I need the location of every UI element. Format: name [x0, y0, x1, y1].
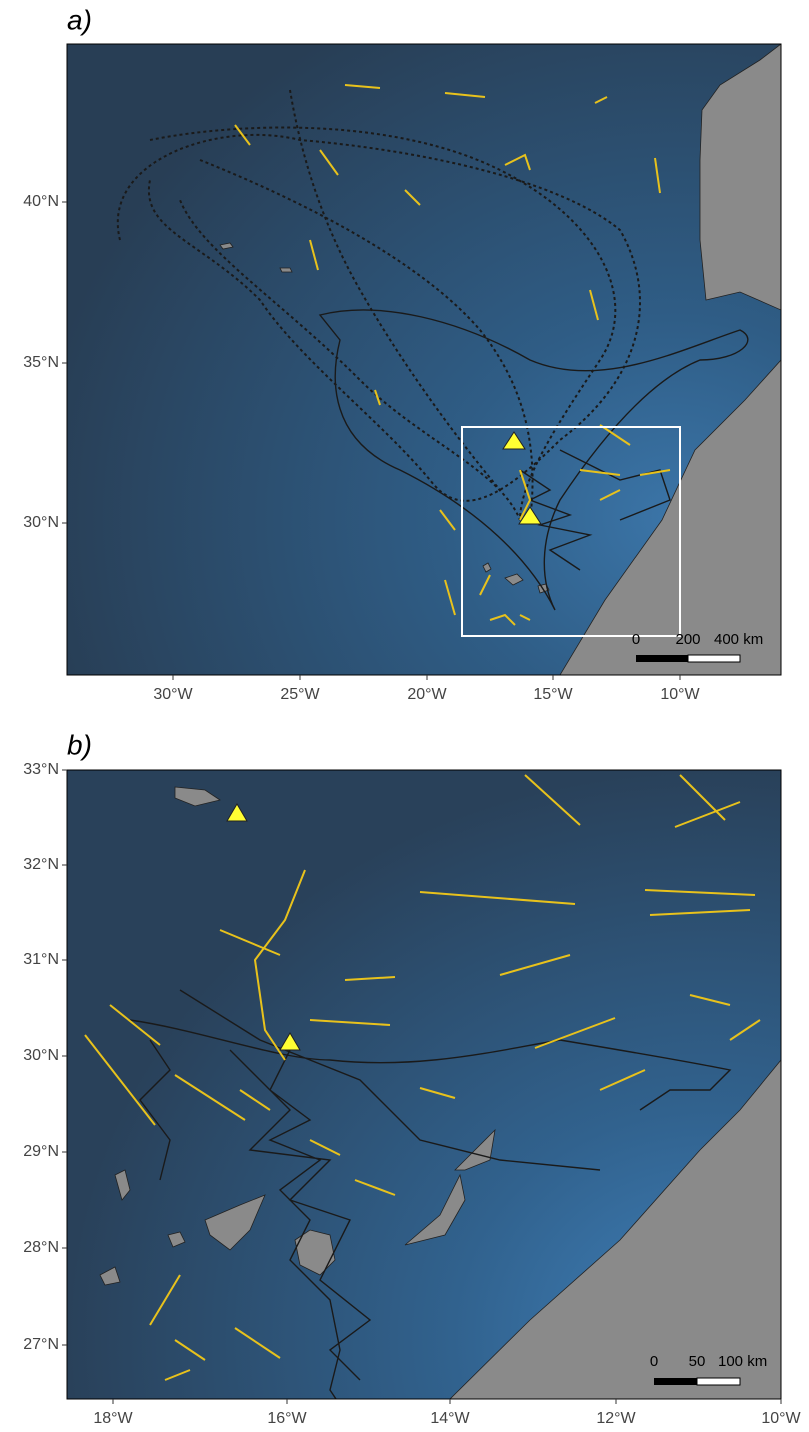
x-tick-label: 10°W — [761, 1410, 801, 1427]
panel-label: b) — [67, 729, 92, 760]
y-tick-label: 33°N — [23, 761, 59, 778]
scale-label: 0 — [650, 1353, 658, 1370]
x-tick-label: 30°W — [153, 686, 193, 703]
scale-label: 400 km — [714, 631, 763, 648]
y-tick-label: 32°N — [23, 856, 59, 873]
y-tick-label: 28°N — [23, 1239, 59, 1256]
y-tick-label: 31°N — [23, 951, 59, 968]
y-tick-label: 30°N — [23, 1047, 59, 1064]
x-tick-label: 10°W — [660, 686, 700, 703]
x-tick-label: 15°W — [533, 686, 573, 703]
x-tick-label: 12°W — [596, 1410, 636, 1427]
scale-label: 100 km — [718, 1353, 767, 1370]
x-tick-label: 16°W — [267, 1410, 307, 1427]
scale-label: 0 — [632, 631, 640, 648]
x-tick-label: 14°W — [430, 1410, 470, 1427]
panel-label: a) — [67, 4, 92, 35]
map-a — [67, 44, 781, 675]
x-tick-label: 18°W — [93, 1410, 133, 1427]
y-tick-label: 35°N — [23, 354, 59, 371]
y-tick-label: 27°N — [23, 1336, 59, 1353]
y-tick-label: 29°N — [23, 1143, 59, 1160]
x-tick-label: 20°W — [407, 686, 447, 703]
y-tick-label: 30°N — [23, 514, 59, 531]
scale-label: 200 — [675, 631, 700, 648]
x-tick-label: 25°W — [280, 686, 320, 703]
map-b — [67, 770, 781, 1420]
figure: a) 30°W 25°W 20°W 15°W 10°W 40°N 35°N 30°N 0 200 40… — [0, 0, 809, 1432]
y-tick-label: 40°N — [23, 193, 59, 210]
scale-label: 50 — [689, 1353, 706, 1370]
